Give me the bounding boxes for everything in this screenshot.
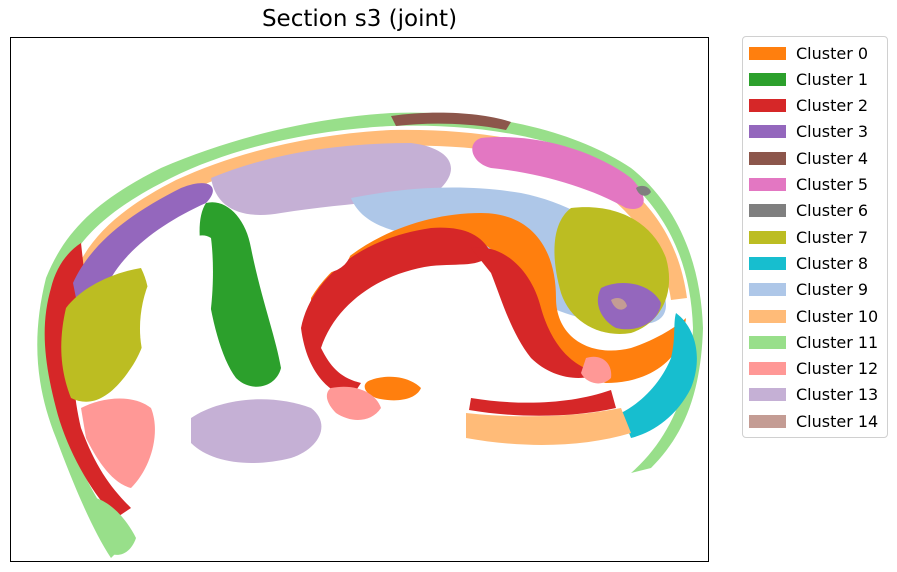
legend-swatch [749,388,786,402]
plot-area [10,37,709,562]
legend-label: Cluster 9 [796,280,869,300]
legend-item: Cluster 6 [749,200,868,222]
legend-item: Cluster 11 [749,331,878,353]
region-hole-left [139,235,213,378]
region-cluster-12-left [81,398,155,488]
legend-label: Cluster 0 [796,43,869,63]
region-cluster-1 [199,202,281,387]
legend-swatch [749,362,786,376]
legend-swatch [749,230,786,244]
legend-swatch [749,414,786,428]
legend-swatch [749,178,786,191]
chart-title: Section s3 (joint) [261,6,458,32]
legend-label: Cluster 14 [796,411,879,431]
region-cluster-2-bottom [469,390,616,416]
region-cluster-3-right [597,283,661,330]
legend-swatch [749,283,786,297]
region-cluster-13-bottom [191,399,322,463]
region-cluster-4-top [391,112,511,130]
legend-item: Cluster 7 [749,226,868,248]
legend-label: Cluster 8 [796,253,869,273]
legend-label: Cluster 2 [796,96,869,116]
legend-swatch [749,335,786,349]
region-cluster-8 [621,313,697,438]
legend-swatch [749,309,786,323]
region-cluster-5 [472,137,644,209]
legend-swatch [749,151,786,165]
legend-swatch [749,72,786,86]
legend-label: Cluster 10 [796,306,879,326]
tissue-section-plot [37,112,704,559]
legend-swatch [749,204,786,218]
legend-label: Cluster 12 [796,359,879,379]
legend-item: Cluster 0 [749,42,868,64]
legend-item: Cluster 9 [749,279,868,301]
legend-item: Cluster 2 [749,95,868,117]
region-cluster-12-bottom [326,386,381,420]
legend: Cluster 0 Cluster 1 Cluster 2 Cluster 3 Clus… [742,36,888,438]
legend-item: Cluster 4 [749,147,868,169]
legend-swatch [749,256,786,270]
legend-label: Cluster 4 [796,148,869,168]
legend-item: Cluster 10 [749,305,878,327]
legend-item: Cluster 3 [749,121,868,143]
legend-label: Cluster 1 [796,69,869,89]
region-cluster-7-left [61,268,150,402]
legend-swatch [749,99,786,113]
legend-label: Cluster 13 [796,385,879,405]
region-cluster-10-rim [71,129,687,300]
legend-swatch [749,125,786,139]
legend-label: Cluster 11 [796,332,879,352]
legend-item: Cluster 13 [749,384,878,406]
region-hole-center [330,273,507,381]
region-cluster-14 [611,298,627,310]
legend-item: Cluster 5 [749,174,868,196]
legend-item: Cluster 1 [749,68,868,90]
legend-label: Cluster 3 [796,122,869,142]
legend-label: Cluster 6 [796,201,869,221]
region-cluster-10-bottom [466,408,631,445]
legend-label: Cluster 5 [796,175,869,194]
region-hole-top [284,233,351,274]
region-cluster-0-blob [364,376,421,401]
legend-label: Cluster 7 [796,227,869,247]
legend-swatch [749,46,786,60]
region-cluster-12-right [581,356,612,384]
legend-item: Cluster 12 [749,358,878,380]
legend-item: Cluster 8 [749,252,868,274]
region-cluster-6 [636,185,651,196]
region-cluster-2-arc [301,227,491,398]
region-cluster-2-right [471,247,601,378]
legend-item: Cluster 14 [749,410,878,432]
region-cluster-11-tail [96,498,136,555]
